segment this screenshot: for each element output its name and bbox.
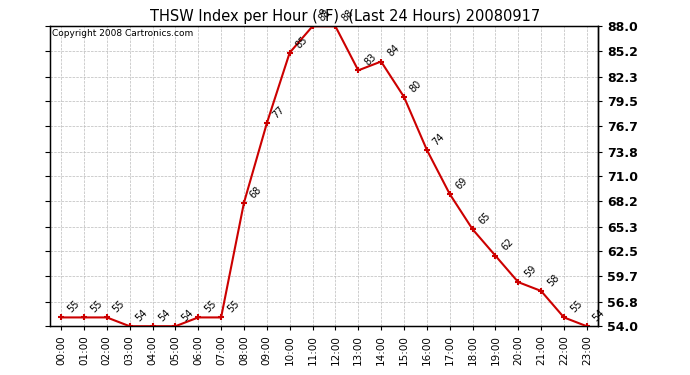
Text: 54: 54 xyxy=(157,308,172,324)
Text: 84: 84 xyxy=(385,43,401,59)
Text: 62: 62 xyxy=(500,237,515,253)
Text: 77: 77 xyxy=(271,105,287,120)
Text: 69: 69 xyxy=(454,176,470,191)
Text: 55: 55 xyxy=(225,299,241,315)
Text: 55: 55 xyxy=(568,299,584,315)
Text: 83: 83 xyxy=(362,52,378,68)
Text: 55: 55 xyxy=(88,299,104,315)
Text: 85: 85 xyxy=(294,34,310,50)
Text: 80: 80 xyxy=(408,78,424,94)
Text: 59: 59 xyxy=(522,264,538,279)
Text: 54: 54 xyxy=(179,308,195,324)
Text: 88: 88 xyxy=(339,8,355,24)
Text: 74: 74 xyxy=(431,131,447,147)
Text: 55: 55 xyxy=(202,299,218,315)
Text: 88: 88 xyxy=(317,8,333,24)
Text: 58: 58 xyxy=(545,272,561,288)
Text: 55: 55 xyxy=(66,299,81,315)
Text: THSW Index per Hour (°F)  (Last 24 Hours) 20080917: THSW Index per Hour (°F) (Last 24 Hours)… xyxy=(150,9,540,24)
Text: 68: 68 xyxy=(248,184,264,200)
Text: 54: 54 xyxy=(591,308,607,324)
Text: Copyright 2008 Cartronics.com: Copyright 2008 Cartronics.com xyxy=(52,29,194,38)
Text: 54: 54 xyxy=(134,308,150,324)
Text: 55: 55 xyxy=(111,299,127,315)
Text: 65: 65 xyxy=(477,211,493,226)
